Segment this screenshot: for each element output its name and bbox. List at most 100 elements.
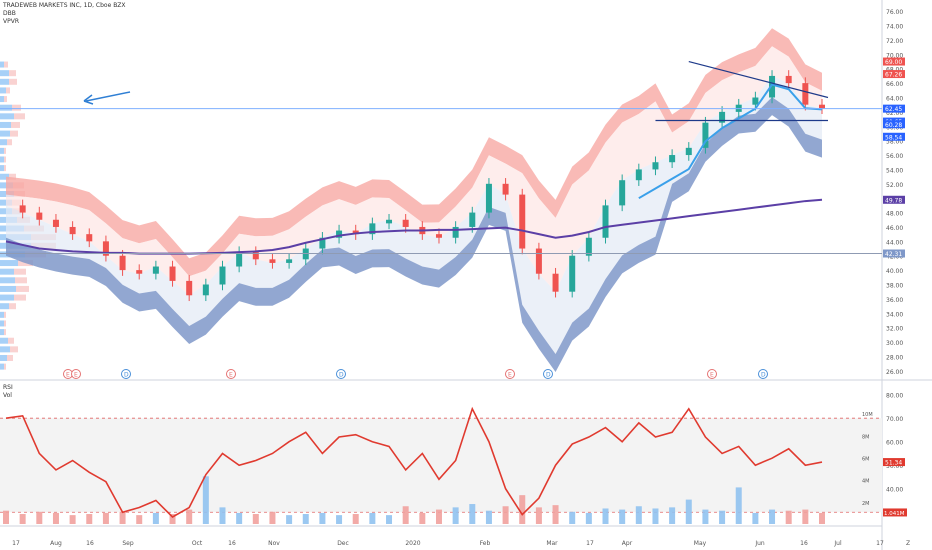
volume-bar [319, 512, 326, 524]
candle-body [719, 111, 726, 123]
volume-bar [86, 514, 93, 524]
time-axis-label: Mar [546, 540, 558, 547]
volume-bar [152, 512, 159, 524]
price-tick-label: 34.00 [886, 311, 903, 318]
vpvr-bar-up [0, 96, 4, 103]
indicator-rsi[interactable]: RSI [3, 384, 13, 391]
vpvr-bar-up [0, 173, 9, 180]
price-tick-label: 70.00 [886, 52, 903, 59]
volume-bar [169, 514, 176, 524]
vpvr-bar-down [4, 165, 6, 172]
price-tick-label: 76.00 [886, 9, 903, 16]
vpvr-bar-down [10, 130, 18, 137]
symbol-title: TRADEWEB MARKETS INC, 1D, Cboe BZX [3, 2, 126, 9]
volume-bar [685, 499, 692, 524]
candle-body [69, 226, 76, 235]
price-tick-label: 32.00 [886, 326, 903, 333]
price-tag-label: 58.54 [885, 134, 902, 141]
candle-body [485, 183, 492, 213]
candle-body [619, 180, 626, 206]
rsi-tick-label: 80.00 [886, 393, 903, 400]
vpvr-bar-up [0, 346, 10, 353]
event-marker-label: D [124, 372, 129, 379]
vpvr-bar-up [0, 104, 12, 111]
volume-bar [219, 507, 226, 524]
event-marker-label: E [710, 372, 714, 379]
volume-bar [585, 512, 592, 524]
price-tick-label: 56.00 [886, 153, 903, 160]
volume-bar [569, 511, 576, 524]
volume-bar [602, 508, 609, 524]
vpvr-bar-up [0, 363, 4, 370]
vpvr-bar-up [0, 121, 11, 128]
indicator-vpvr[interactable]: VPVR [3, 18, 19, 25]
volume-bar [252, 514, 259, 524]
earnings-marker [505, 369, 515, 379]
time-axis-label: Jun [754, 540, 765, 547]
candle-body [519, 194, 526, 249]
candle-body [19, 205, 26, 213]
vpvr-bar-up [0, 61, 4, 68]
vpvr-bar-down [7, 139, 12, 146]
candle-body [552, 273, 559, 292]
volume-bar [369, 512, 376, 524]
earnings-marker [226, 369, 236, 379]
vpvr-bar-down [12, 104, 21, 111]
price-tick-label: 48.00 [886, 211, 903, 218]
candle-body [602, 205, 609, 238]
event-marker-label: D [339, 372, 344, 379]
vpvr-bar-down [10, 346, 18, 353]
candle-body [319, 237, 326, 249]
price-tag [883, 57, 905, 66]
vpvr-bar-up [0, 277, 15, 284]
candle-body [136, 270, 143, 274]
vpvr-bar-down [9, 173, 16, 180]
time-axis-label: 2020 [405, 540, 420, 547]
candle-body [336, 230, 343, 238]
price-tick-label: 54.00 [886, 167, 903, 174]
price-tag [883, 70, 905, 79]
volume-tick-label: 10M [862, 412, 873, 418]
vpvr-bar-up [0, 87, 6, 94]
volume-bar [119, 511, 126, 524]
dividend-marker [336, 369, 346, 379]
rsi-value-tag [883, 458, 905, 467]
candle-body [452, 226, 459, 238]
volume-bar [3, 510, 9, 524]
volume-bar [336, 515, 343, 524]
volume-bar [419, 512, 426, 524]
vpvr-bar-up [0, 285, 16, 292]
price-tick-label: 26.00 [886, 369, 903, 376]
candle-body [52, 219, 59, 227]
rsi-line [5, 406, 823, 518]
vpvr-bar-up [0, 294, 14, 301]
vpvr-bar-down [4, 363, 6, 370]
vpvr-bar-down [4, 320, 6, 327]
event-marker-label: D [546, 372, 551, 379]
time-axis-label: Feb [480, 540, 491, 547]
candle-body [535, 248, 542, 274]
candle-body [785, 75, 792, 84]
volume-bar [352, 514, 359, 524]
price-tick-label: 28.00 [886, 354, 903, 361]
volume-bar [702, 509, 709, 524]
time-axis-label: 17 [12, 540, 20, 547]
indicator-vol[interactable]: Vol [3, 392, 12, 399]
volume-bar [52, 512, 59, 524]
volume-value-tag [883, 508, 907, 517]
candle-body [635, 169, 642, 181]
volume-bar [236, 512, 243, 524]
volume-bar [619, 509, 626, 524]
vpvr-bar-down [9, 303, 16, 310]
vpvr-bar-up [0, 147, 4, 154]
candle-body [236, 252, 243, 267]
indicator-dbb[interactable]: DBB [3, 10, 16, 17]
volume-tick-label: 2M [862, 501, 870, 507]
dividend-marker [121, 369, 131, 379]
candle-body [369, 223, 376, 235]
vpvr-bar-down [14, 268, 26, 275]
time-axis-label: Oct [192, 540, 203, 547]
price-tick-label: 40.00 [886, 268, 903, 275]
time-axis-label: Nov [268, 540, 280, 547]
